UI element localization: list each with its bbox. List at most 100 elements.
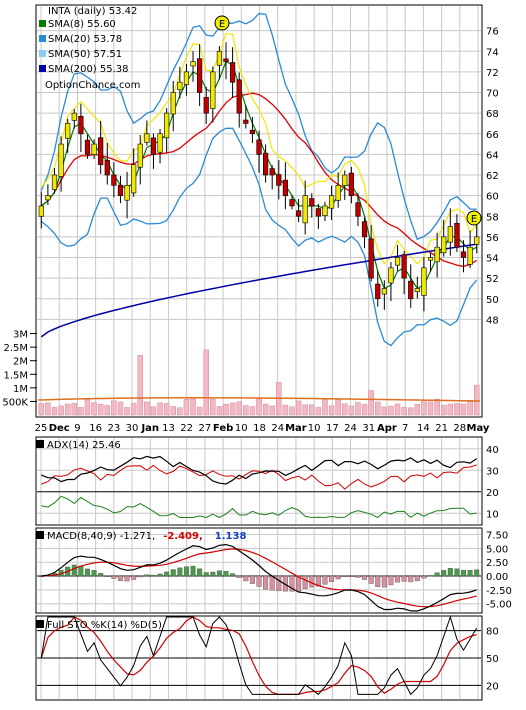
macd-histogram-bar xyxy=(164,571,170,577)
volume-bar xyxy=(361,404,368,416)
macd-histogram-bar xyxy=(91,570,97,577)
volume-bar xyxy=(91,402,97,416)
macd-histogram-bar xyxy=(183,566,189,577)
watermark: OptionChance.com xyxy=(45,80,140,91)
x-axis-label: 14 xyxy=(417,423,430,434)
macd-histogram-bar xyxy=(408,575,414,583)
macd-histogram-bar xyxy=(441,570,447,577)
macd-line xyxy=(41,543,477,612)
candle-body xyxy=(164,112,170,139)
macd-histogram-bar xyxy=(421,575,427,579)
volume-bar xyxy=(137,355,144,416)
macd-histogram-bar xyxy=(144,574,150,577)
volume-average-line xyxy=(37,397,481,402)
price-tick-label: 72 xyxy=(486,68,499,79)
volume-bar xyxy=(342,403,348,416)
candle-body xyxy=(78,115,84,135)
macd-histogram-bar xyxy=(315,575,321,587)
volume-bar xyxy=(454,403,460,416)
candle-body xyxy=(467,246,473,265)
candle-body xyxy=(394,257,401,266)
volume-bar xyxy=(249,406,256,416)
candle-body xyxy=(236,79,242,114)
price-legend: INTA (daily) 53.42 SMA(8) 55.60 SMA(20) … xyxy=(39,6,140,91)
candle-body xyxy=(243,119,249,124)
macd-histogram-bar xyxy=(263,575,269,590)
macd-legend-swatch xyxy=(36,531,44,539)
volume-tick-label: 500K xyxy=(2,397,28,408)
x-axis-label: 24 xyxy=(344,423,357,434)
volume-bar xyxy=(440,404,447,416)
macd-histogram-bar xyxy=(197,568,203,577)
candle-body xyxy=(421,267,427,296)
bollinger-lower-line xyxy=(40,127,478,347)
candle-body xyxy=(177,81,183,91)
volume-bar xyxy=(45,402,51,416)
macd-tick-label: 0.00 xyxy=(486,572,508,583)
x-axis-label: 18 xyxy=(253,423,266,434)
volume-bar xyxy=(243,405,249,416)
macd-histogram-bar xyxy=(335,575,341,580)
volume-bar xyxy=(71,403,78,416)
price-tick-label: 74 xyxy=(486,47,499,58)
adx-title: ADX(14) 25.46 xyxy=(47,440,121,451)
candle-body xyxy=(84,139,91,155)
candle-body xyxy=(262,152,269,176)
volume-bar xyxy=(130,403,137,416)
volume-bar xyxy=(177,407,183,416)
macd-histogram-bar xyxy=(269,575,275,591)
adx-legend-swatch xyxy=(36,440,44,448)
candle-body xyxy=(124,185,130,201)
x-axis-label: 25 xyxy=(35,423,48,434)
candle-body xyxy=(381,288,387,295)
macd-histogram-bar xyxy=(157,573,163,577)
volume-y-axis: 3M 2.5M 2M 1.5M 1M 500K xyxy=(2,330,37,408)
volume-bar xyxy=(401,407,407,416)
candle-body xyxy=(322,205,328,216)
macd-title: MACD(8,40,9) -1.271, -2.409, 1.138 xyxy=(47,531,246,542)
macd-title-hist: 1.138 xyxy=(215,531,247,542)
macd-histogram-bar xyxy=(131,575,137,580)
candle-body xyxy=(328,195,335,209)
adx-line xyxy=(41,455,478,485)
candle-body xyxy=(131,164,137,194)
candle-body xyxy=(269,168,275,176)
macd-histogram-bar xyxy=(111,575,117,579)
macd-histogram-bar xyxy=(454,568,460,577)
x-axis-label: 13 xyxy=(162,423,175,434)
sto-title: Full STO %K(14) %D(5) xyxy=(47,620,162,631)
x-axis-label: Jan xyxy=(140,423,159,434)
price-tick-label: 64 xyxy=(486,150,499,161)
candle-body xyxy=(71,112,77,121)
candle-body xyxy=(302,195,308,224)
volume-bar xyxy=(427,401,434,416)
macd-histogram-bar xyxy=(223,570,229,577)
candle-body xyxy=(45,195,51,201)
macd-title-signal: -2.409, xyxy=(163,531,203,542)
price-tick-label: 52 xyxy=(486,274,499,285)
candle-body xyxy=(315,208,321,217)
sma50-line xyxy=(40,92,478,268)
candle-body xyxy=(98,137,104,165)
macd-histogram-bar xyxy=(210,571,216,577)
volume-bar xyxy=(163,403,170,416)
macd-histogram-bar xyxy=(447,568,453,577)
x-axis-label: May xyxy=(467,423,490,434)
macd-histogram xyxy=(38,564,480,592)
x-axis-label: 22 xyxy=(180,423,193,434)
macd-histogram-bar xyxy=(428,575,434,577)
volume-tick-label: 1M xyxy=(13,384,28,395)
volume-bar xyxy=(78,407,84,416)
adx-tick-label: 40 xyxy=(486,445,499,456)
macd-histogram-bar xyxy=(137,575,143,578)
volume-bar xyxy=(157,402,163,416)
macd-tick-label: 5.00 xyxy=(486,544,508,555)
macd-histogram-bar xyxy=(368,575,374,584)
price-tick-label: 68 xyxy=(486,109,499,120)
x-axis-label: 16 xyxy=(89,423,102,434)
volume-bar xyxy=(38,403,45,416)
candle-body xyxy=(348,172,354,196)
price-tick-label: 60 xyxy=(486,192,499,203)
x-axis-label: 31 xyxy=(362,423,375,434)
